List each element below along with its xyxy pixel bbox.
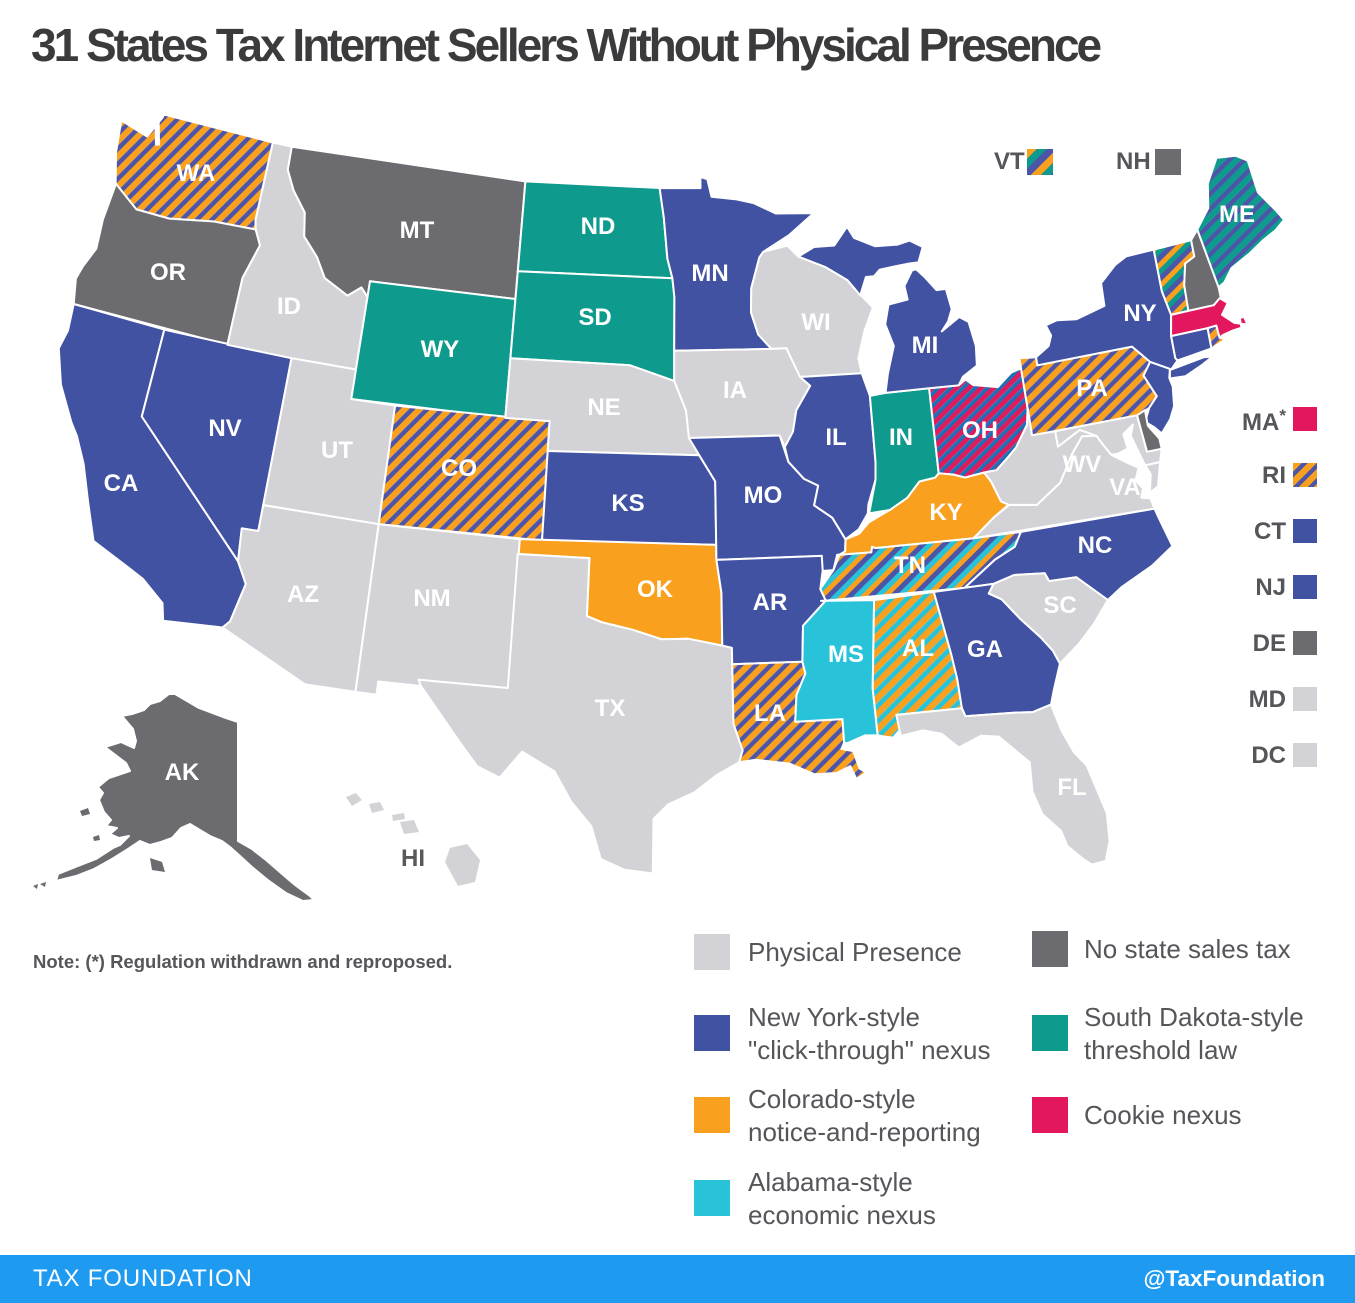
svg-text:MS: MS [828, 641, 864, 668]
svg-text:OR: OR [150, 259, 186, 286]
svg-text:TN: TN [894, 552, 926, 579]
svg-text:NY: NY [1123, 300, 1156, 327]
svg-text:PA: PA [1076, 375, 1108, 402]
svg-text:IL: IL [825, 424, 846, 451]
svg-text:MO: MO [744, 482, 783, 509]
svg-text:GA: GA [967, 636, 1003, 663]
svg-text:AL: AL [902, 635, 934, 662]
svg-text:OK: OK [637, 576, 674, 603]
svg-text:HI: HI [401, 845, 425, 872]
svg-text:CO: CO [441, 455, 477, 482]
svg-text:AR: AR [753, 589, 788, 616]
svg-text:ME: ME [1219, 201, 1255, 228]
svg-text:ID: ID [277, 293, 301, 320]
svg-text:WV: WV [1063, 451, 1102, 478]
svg-text:TX: TX [595, 695, 626, 722]
svg-text:MT: MT [400, 217, 435, 244]
svg-text:ND: ND [581, 213, 616, 240]
svg-text:KY: KY [929, 499, 962, 526]
svg-text:SC: SC [1043, 592, 1076, 619]
svg-text:NE: NE [587, 394, 620, 421]
svg-text:UT: UT [321, 437, 353, 464]
svg-text:AZ: AZ [287, 581, 319, 608]
svg-text:MN: MN [691, 260, 728, 287]
svg-text:WY: WY [421, 336, 460, 363]
svg-text:NC: NC [1078, 532, 1113, 559]
svg-text:IN: IN [889, 424, 913, 451]
svg-text:WI: WI [801, 309, 830, 336]
svg-text:FL: FL [1057, 774, 1086, 801]
svg-text:MI: MI [912, 332, 939, 359]
svg-text:OH: OH [962, 417, 998, 444]
svg-text:NV: NV [208, 415, 241, 442]
svg-text:LA: LA [754, 700, 786, 727]
svg-text:VA: VA [1109, 474, 1141, 501]
svg-text:KS: KS [611, 490, 644, 517]
svg-text:IA: IA [723, 377, 747, 404]
svg-text:NM: NM [413, 585, 450, 612]
svg-text:SD: SD [578, 304, 611, 331]
svg-text:WA: WA [177, 160, 216, 187]
svg-text:CA: CA [104, 470, 139, 497]
svg-text:AK: AK [165, 759, 200, 786]
